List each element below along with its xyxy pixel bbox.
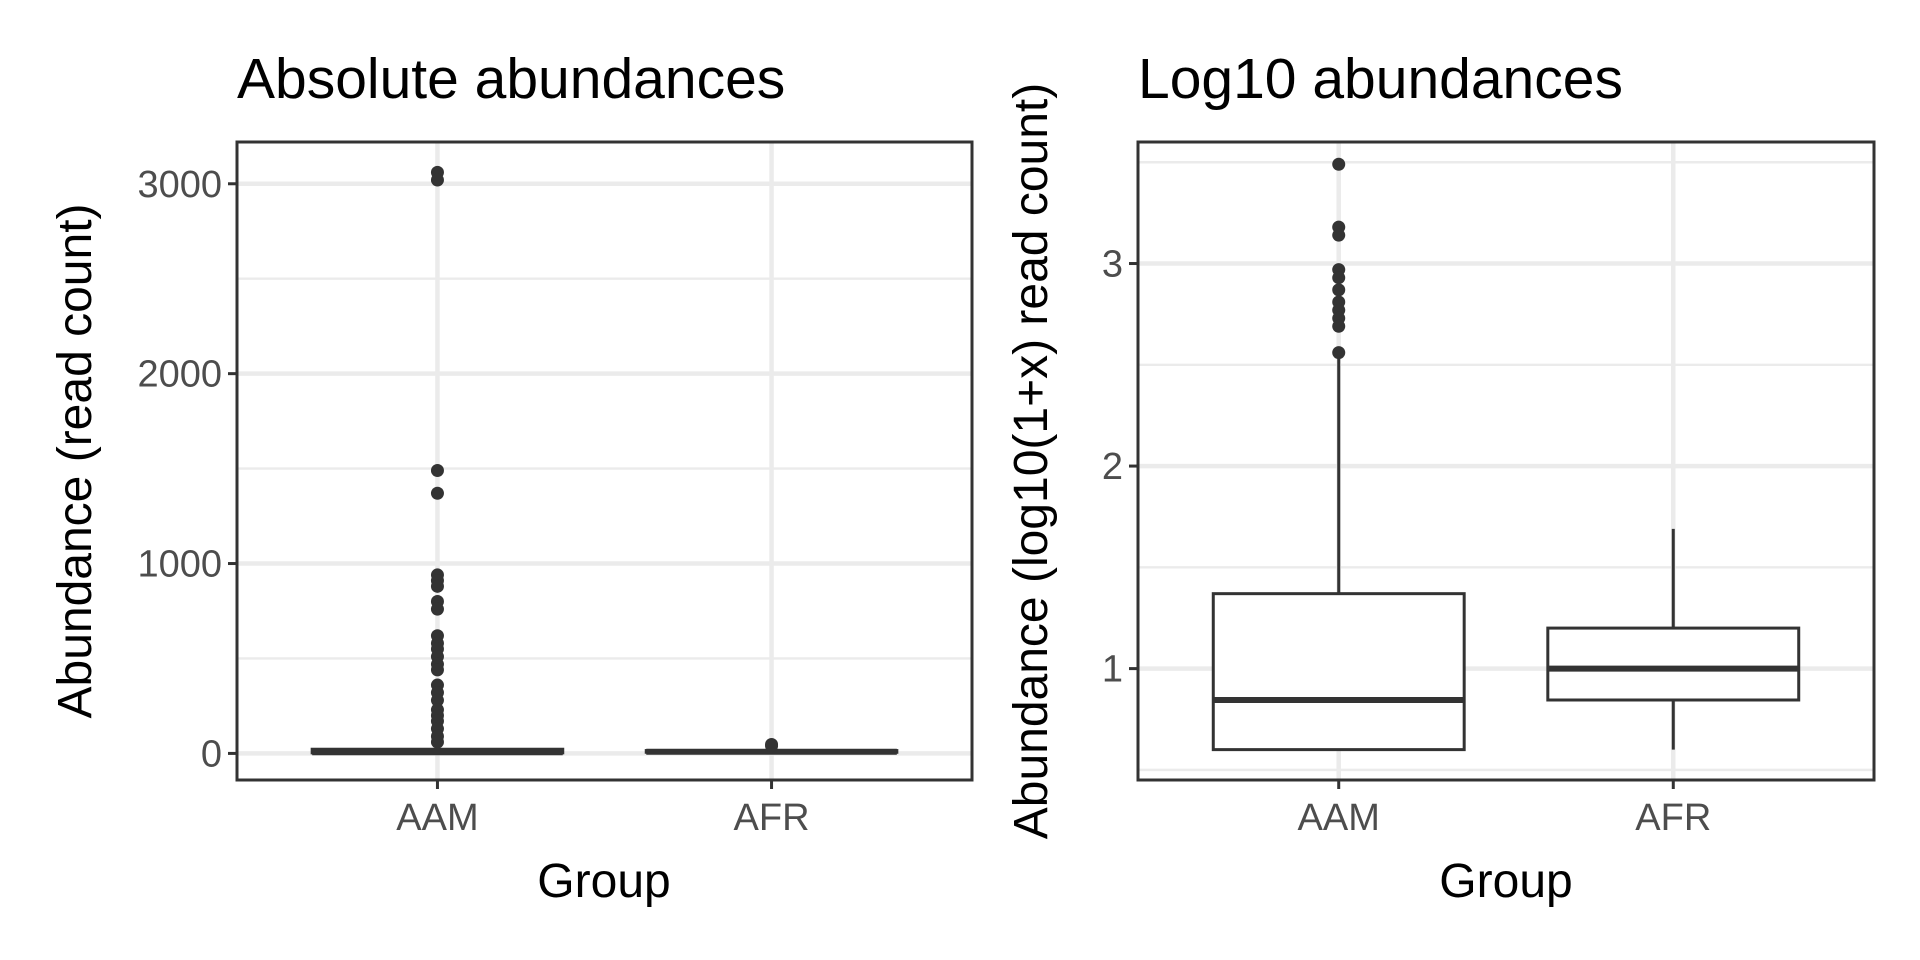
axes: 1 2 3 AAM AFR xyxy=(1102,244,1711,839)
y-tick-label: 3 xyxy=(1102,244,1123,286)
outlier-point xyxy=(765,739,779,753)
y-tick-label: 2000 xyxy=(137,354,222,396)
x-tick-label: AFR xyxy=(1635,797,1711,839)
outlier-point xyxy=(430,463,444,477)
y-tick-label: 3000 xyxy=(137,164,222,206)
chart-title: Absolute abundances xyxy=(237,47,785,111)
outlier-point xyxy=(430,735,444,749)
outlier-point xyxy=(430,579,444,593)
x-axis-title: Group xyxy=(537,855,670,908)
x-axis-title: Group xyxy=(1439,855,1572,908)
axes: 0 1000 2000 3000 AAM AFR xyxy=(137,164,809,839)
outlier-point xyxy=(1332,228,1346,242)
box-body xyxy=(1546,626,1801,702)
x-tick-label: AFR xyxy=(734,797,810,839)
outlier-point xyxy=(430,663,444,677)
outlier-point xyxy=(430,486,444,500)
outlier-point xyxy=(1332,346,1346,360)
y-axis-title: Abundance (log10(1+x) read count) xyxy=(1005,83,1058,840)
chart-title: Log10 abundances xyxy=(1138,47,1623,111)
y-tick-label: 0 xyxy=(201,733,222,775)
outlier-point xyxy=(430,602,444,616)
y-tick-label: 1000 xyxy=(137,544,222,586)
box-body xyxy=(1211,592,1466,752)
outlier-point xyxy=(1332,319,1346,333)
x-tick-label: AAM xyxy=(396,797,478,839)
outlier-point xyxy=(430,173,444,187)
panel-border xyxy=(1136,140,1876,782)
outlier-point xyxy=(1332,283,1346,297)
plot-marks xyxy=(1211,157,1801,752)
y-axis-title: Abundance (read count) xyxy=(49,203,102,718)
outlier-point xyxy=(1332,271,1346,285)
outlier-point xyxy=(1332,157,1346,171)
y-tick-label: 2 xyxy=(1102,446,1123,488)
panel-border xyxy=(235,140,974,782)
chart-log10-abundances: Log10 abundances 1 2 3 AAM AFR Group Abundan… xyxy=(1005,47,1876,908)
y-tick-label: 1 xyxy=(1102,649,1123,691)
x-tick-label: AAM xyxy=(1298,797,1380,839)
plot-marks xyxy=(310,165,899,756)
outlier-point xyxy=(430,693,444,707)
